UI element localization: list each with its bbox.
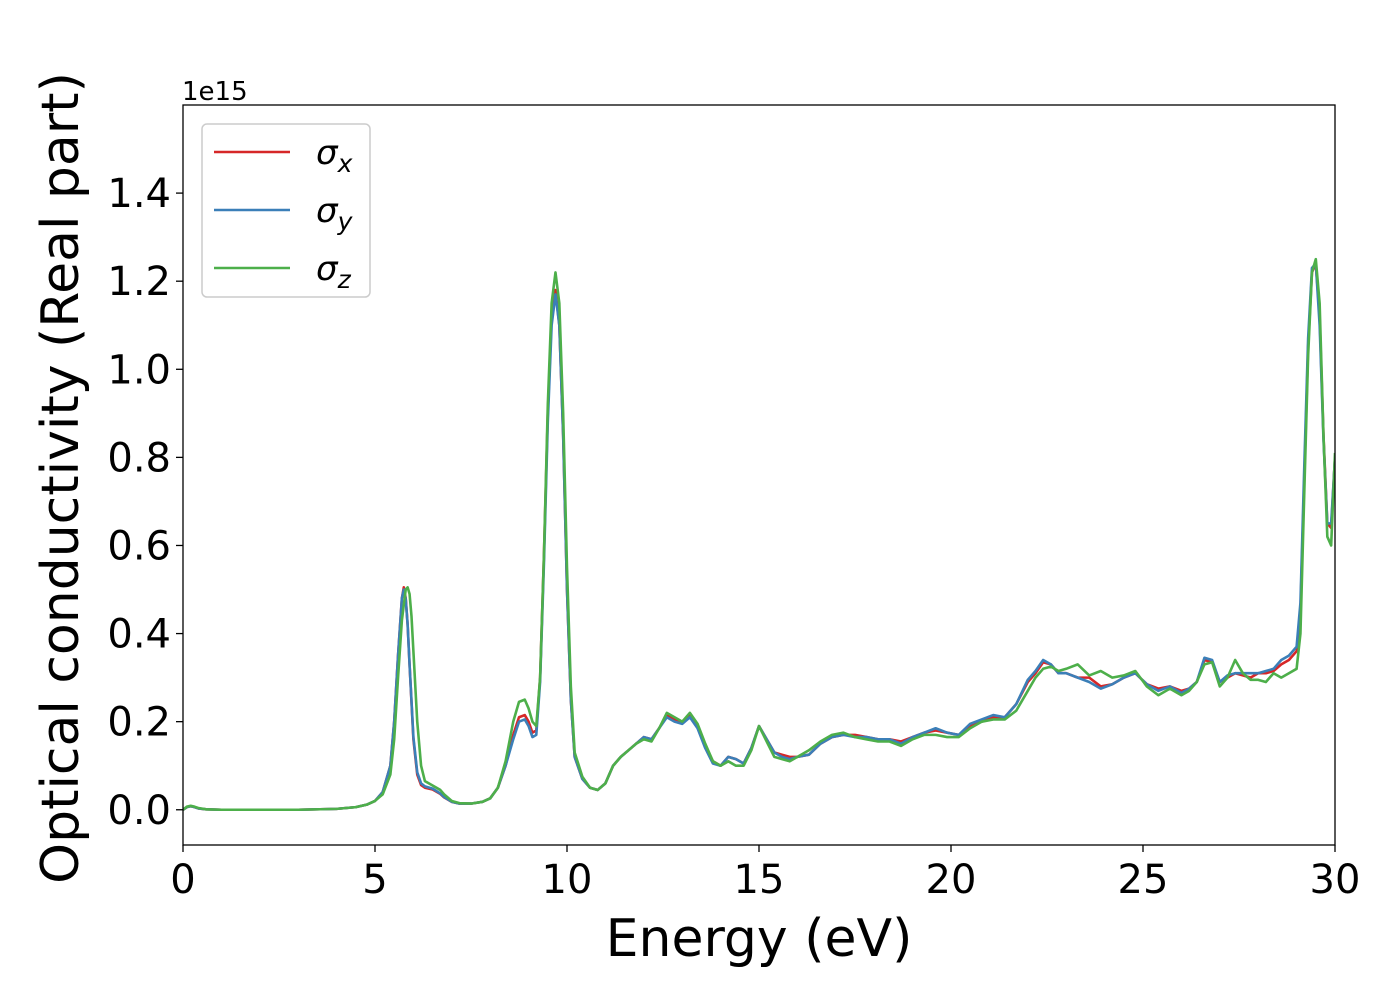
x-tick-label: 25 [1118,857,1169,903]
plot-frame [182,104,1336,846]
y-tick-label: 0.0 [107,788,171,834]
x-axis-ticks: 0 5 10 15 20 25 30 [170,845,1360,903]
legend-symbol: σ [316,133,339,173]
series-line-sigma-z [183,257,1335,812]
y-axis-ticks: 0.0 0.2 0.4 0.6 0.8 1.0 1.2 1.4 [107,171,183,834]
legend-label-sigma-y: σy [316,191,354,236]
y-tick-label: 0.4 [107,612,171,658]
x-axis-title: Energy (eV) [606,909,913,969]
legend-symbol: σ [316,249,339,289]
y-tick-label: 0.6 [107,523,171,569]
x-tick-label: 20 [926,857,977,903]
x-tick-label: 15 [734,857,785,903]
y-tick-label: 1.2 [107,259,171,305]
legend-subscript: y [337,207,354,236]
legend-subscript: z [337,265,352,294]
legend-subscript: x [337,149,353,178]
y-axis-title: Optical conductivity (Real part) [31,72,91,884]
x-tick-label: 5 [362,857,387,903]
x-tick-label: 10 [542,857,593,903]
y-tick-label: 0.2 [107,700,171,746]
x-tick-label: 0 [170,857,195,903]
x-tick-label: 30 [1310,857,1361,903]
series-lines [183,257,1335,812]
legend-label-sigma-x: σx [316,133,353,178]
y-tick-label: 0.8 [107,435,171,481]
legend-symbol: σ [316,191,339,231]
y-tick-label: 1.0 [107,347,171,393]
y-tick-label: 1.4 [107,171,171,217]
legend-label-sigma-z: σz [316,249,352,294]
y-axis-offset-label: 1e15 [182,77,248,107]
